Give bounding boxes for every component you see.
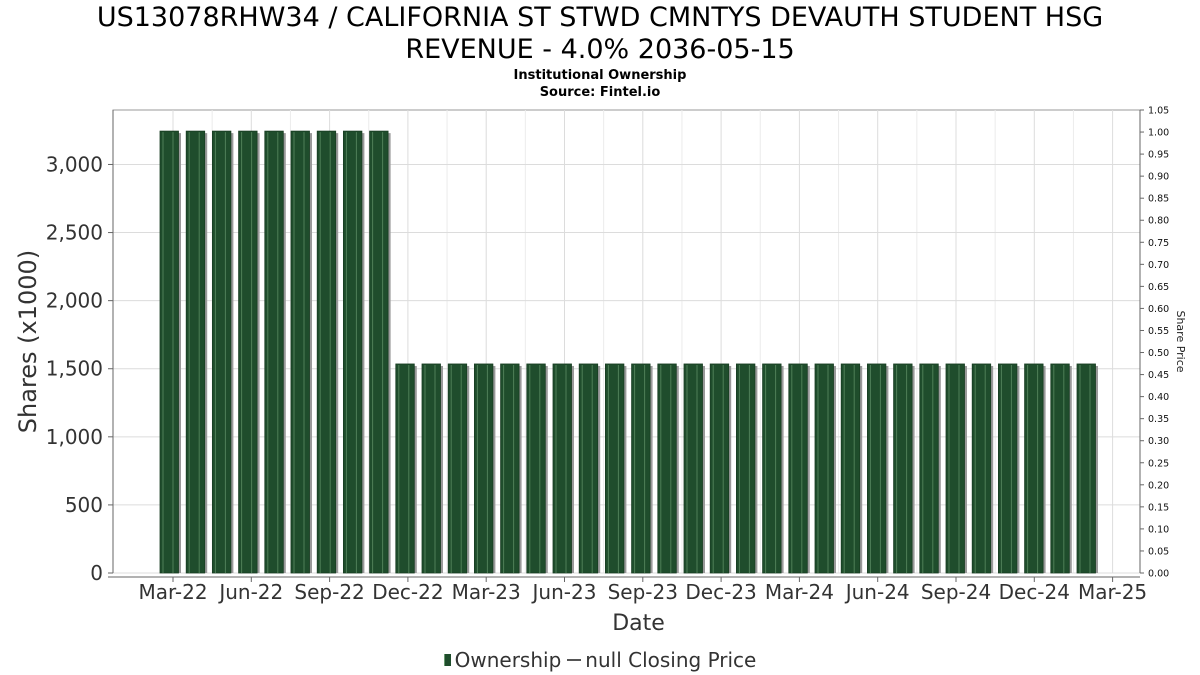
ownership-bar (316, 130, 337, 574)
x-tick-label: Dec-23 (685, 580, 756, 604)
ownership-bar (998, 363, 1018, 574)
ownership-bar (971, 363, 992, 574)
y2-tick-label: 1.00 (1148, 128, 1169, 139)
y2-tick-label: 0.50 (1148, 348, 1169, 359)
y2-tick-label: 0.35 (1148, 414, 1169, 425)
x-axis-title: Date (612, 611, 665, 636)
y2-tick-label: 0.20 (1148, 480, 1169, 491)
y2-tick-label: 0.10 (1148, 524, 1169, 535)
ownership-bar (788, 363, 808, 574)
ownership-chart: 0 500 1,000 1,500 2,000 2,500 3,000 Shares (x10… (14, 106, 1187, 637)
ownership-bar (762, 363, 782, 574)
y-tick-label: 1,000 (46, 425, 103, 449)
y2-tick-label: 0.60 (1148, 304, 1169, 315)
x-tick-label: Jun-23 (531, 580, 597, 604)
ownership-bar (447, 363, 468, 574)
ownership-bar (631, 363, 651, 574)
y2-tick-label: 0.85 (1148, 194, 1169, 205)
x-tick-label: Sep-22 (294, 580, 364, 604)
y-tick-label: 500 (65, 493, 103, 517)
x-tick-label: Mar-24 (765, 580, 834, 604)
y2-tick-label: 0.75 (1148, 238, 1169, 249)
x-tick-label: Mar-23 (452, 580, 521, 604)
chart-title-line2: REVENUE - 4.0% 2036-05-15 (405, 34, 795, 65)
ownership-bar (473, 363, 494, 574)
ownership-bar (867, 363, 887, 574)
ownership-bar (709, 363, 730, 574)
y2-axis-title: Share Price (1174, 310, 1187, 372)
x-tick-label: Sep-23 (608, 580, 678, 604)
x-tick-label: Sep-24 (921, 580, 991, 604)
x-tick-label: Dec-22 (372, 580, 443, 604)
ownership-bar (500, 363, 520, 574)
y-axis-title: Shares (x1000) (14, 250, 42, 433)
chart-title-line1: US13078RHW34 / CALIFORNIA ST STWD CMNTYS… (96, 2, 1104, 33)
ownership-bar (1076, 363, 1096, 574)
ownership-bar (342, 130, 363, 574)
x-tick-label: Jun-24 (844, 580, 910, 604)
y2-tick-label: 0.95 (1148, 150, 1169, 161)
ownership-bar (605, 363, 625, 574)
ownership-bar (893, 363, 913, 574)
ownership-bar (657, 363, 677, 574)
y2-tick-label: 0.90 (1148, 172, 1169, 183)
ownership-bar (185, 130, 206, 574)
y2-tick-label: 0.65 (1148, 282, 1169, 293)
y2-tick-label: 0.70 (1148, 260, 1169, 271)
x-tick-label: Mar-25 (1078, 580, 1147, 604)
ownership-bar (238, 130, 258, 574)
ownership-bar (526, 363, 546, 574)
x-tick-label: Mar-22 (138, 580, 207, 604)
y-tick-label: 2,000 (46, 289, 103, 313)
y2-tick-label: 1.05 (1148, 106, 1169, 117)
ownership-bar (814, 363, 834, 574)
ownership-bar (683, 363, 703, 574)
ownership-bar (919, 363, 939, 574)
chart-subtitle: Institutional Ownership (513, 68, 687, 83)
chart-legend: Ownership null Closing Price (0, 648, 1200, 672)
y-tick-label: 2,500 (46, 221, 103, 245)
ownership-bar (840, 363, 861, 574)
ownership-bar (736, 363, 756, 574)
ownership-bar (159, 130, 179, 574)
price-line-icon (567, 659, 582, 661)
legend-price-label: null Closing Price (585, 648, 757, 672)
y-tick-label: 1,500 (46, 357, 103, 381)
y2-tick-label: 0.80 (1148, 216, 1169, 227)
y2-tick-label: 0.00 (1148, 569, 1169, 580)
ownership-bar (1024, 363, 1044, 574)
y2-tick-label: 0.40 (1148, 392, 1169, 403)
ownership-bar (578, 363, 599, 574)
ownership-bar (369, 130, 389, 574)
x-tick-label: Dec-24 (999, 580, 1070, 604)
y2-tick-label: 0.25 (1148, 458, 1169, 469)
ownership-bar (552, 363, 572, 574)
y2-tick-label: 0.15 (1148, 502, 1169, 513)
chart-source: Source: Fintel.io (539, 85, 661, 100)
y2-tick-label: 0.55 (1148, 326, 1169, 337)
x-tick-label: Jun-22 (217, 580, 283, 604)
y2-tick-label: 0.05 (1148, 546, 1169, 557)
y2-tick-label: 0.45 (1148, 370, 1169, 381)
legend-ownership-label: Ownership (454, 648, 562, 672)
ownership-bar (1050, 363, 1070, 574)
ownership-bar (945, 363, 965, 574)
ownership-bar (421, 363, 441, 574)
y-tick-label: 0 (90, 561, 103, 585)
ownership-swatch-icon (443, 654, 451, 666)
ownership-bar (211, 130, 232, 574)
ownership-bar (264, 130, 284, 574)
ownership-bar (290, 130, 310, 574)
y2-tick-label: 0.30 (1148, 436, 1169, 447)
y-tick-label: 3,000 (46, 152, 103, 176)
ownership-bar (395, 363, 415, 574)
chart-title: US13078RHW34 / CALIFORNIA ST STWD CMNTYS… (0, 2, 1200, 66)
